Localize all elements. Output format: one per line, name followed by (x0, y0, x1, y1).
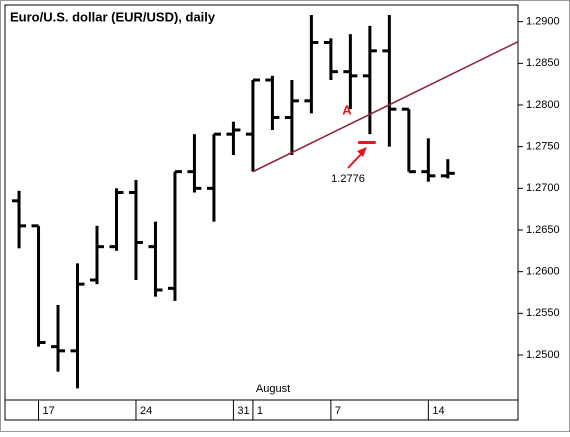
x-tick-label: 1 (257, 405, 263, 417)
y-tick-label: 1.2600 (526, 266, 560, 278)
annotation: A (342, 102, 352, 117)
x-tick-label: 7 (335, 405, 341, 417)
date-axis (4, 399, 519, 421)
x-tick-label: 17 (43, 405, 55, 417)
x-tick-label: 31 (237, 405, 249, 417)
y-tick-label: 1.2900 (526, 16, 560, 28)
x-tick-label: 14 (432, 405, 444, 417)
annotation: 1.2776 (331, 173, 365, 185)
y-tick-label: 1.2800 (526, 99, 560, 111)
y-tick-label: 1.2550 (526, 307, 560, 319)
x-tick-label: 24 (140, 405, 152, 417)
chart-title: Euro/U.S. dollar (EUR/USD), daily (10, 9, 216, 24)
y-tick-label: 1.2850 (526, 57, 560, 69)
y-tick-label: 1.2750 (526, 141, 560, 153)
trendline (252, 40, 519, 173)
arrow-head (357, 147, 367, 157)
y-tick-label: 1.2700 (526, 182, 560, 194)
y-tick-label: 1.2650 (526, 224, 560, 236)
month-label: August (256, 383, 290, 395)
y-tick-label: 1.2500 (526, 349, 560, 361)
